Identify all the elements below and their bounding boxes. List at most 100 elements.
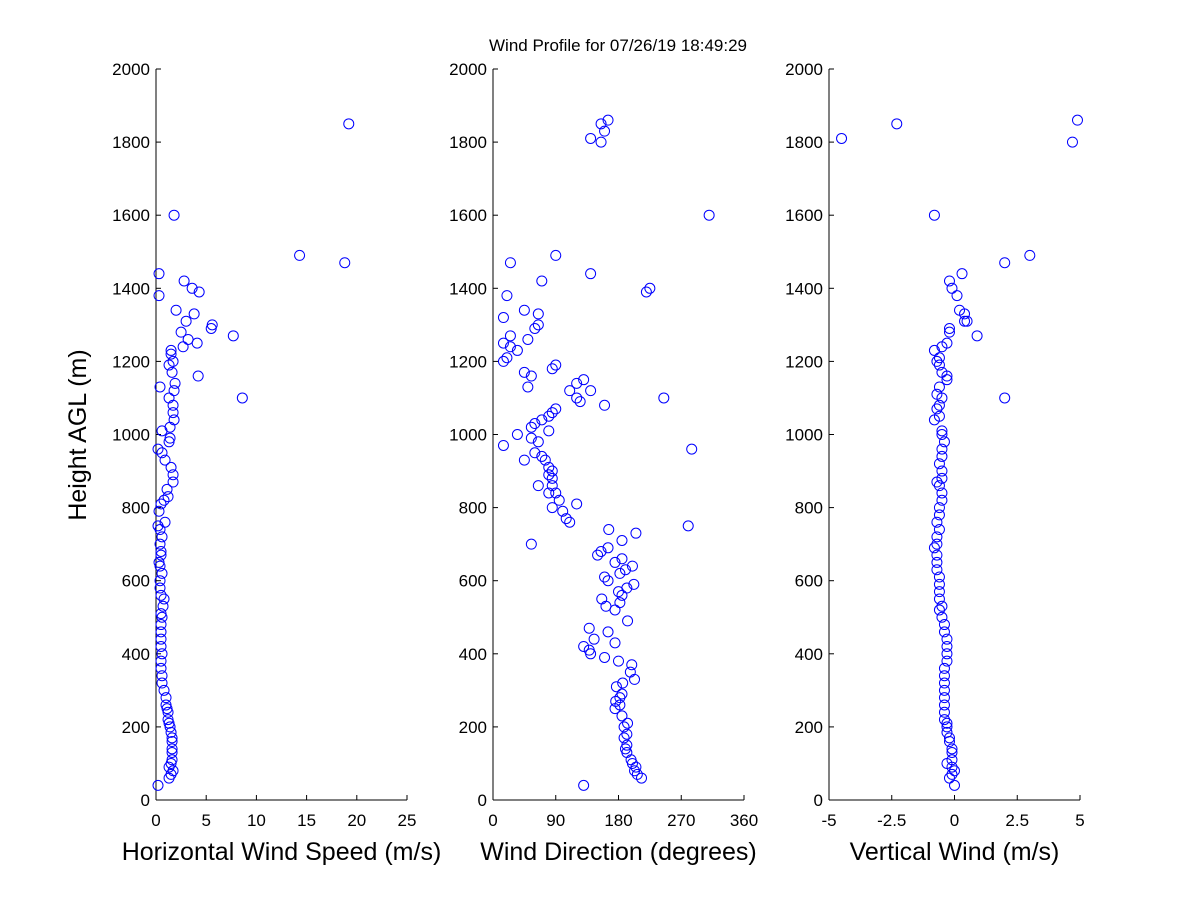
vertical-y-tick-label: 400 bbox=[795, 645, 823, 664]
vertical-data-point bbox=[946, 743, 958, 755]
direction-x-axis-label: Wind Direction (degrees) bbox=[480, 838, 757, 866]
direction-data-point bbox=[574, 396, 586, 408]
vertical-data-point bbox=[933, 604, 945, 616]
speed-data-point bbox=[168, 385, 180, 397]
direction-data-point bbox=[621, 739, 633, 751]
speed-data-point bbox=[155, 655, 167, 667]
direction-data-point bbox=[501, 290, 513, 302]
vertical-wind-panel: 0 200 400 600 800 1000 1200 1400 1600 1800 2000 -5 -… bbox=[785, 60, 1085, 866]
vertical-y-tick-label: 0 bbox=[814, 791, 823, 810]
speed-data-point bbox=[167, 407, 179, 419]
speed-data-point bbox=[152, 520, 164, 532]
vertical-data-point bbox=[938, 662, 950, 674]
speed-data-point bbox=[167, 469, 179, 481]
vertical-y-tick-label: 1800 bbox=[785, 133, 823, 152]
speed-data-point bbox=[294, 249, 306, 261]
direction-data-point bbox=[529, 418, 541, 430]
direction-data-point bbox=[504, 341, 516, 353]
direction-data-point bbox=[631, 768, 643, 780]
vertical-x-tick-label: 5 bbox=[1075, 811, 1084, 830]
direction-data-point bbox=[522, 333, 534, 345]
direction-data-point bbox=[621, 728, 633, 740]
speed-x-axis-label: Horizontal Wind Speed (m/s) bbox=[122, 838, 442, 866]
speed-data-point bbox=[170, 304, 182, 316]
direction-data-point bbox=[596, 593, 608, 605]
speed-data-point bbox=[206, 319, 218, 331]
direction-data-point bbox=[599, 399, 611, 411]
direction-data-point bbox=[658, 392, 670, 404]
direction-data-point bbox=[525, 421, 537, 433]
vertical-y-tick-label: 600 bbox=[795, 572, 823, 591]
vertical-data-point bbox=[928, 209, 940, 221]
direction-data-point bbox=[618, 721, 630, 733]
speed-x-tick-label: 10 bbox=[247, 811, 266, 830]
direction-panel: 0 200 400 600 800 1000 1200 1400 1600 1800 2000 0 90… bbox=[449, 60, 758, 866]
direction-data-point bbox=[621, 582, 633, 594]
direction-y-tick-label: 1600 bbox=[449, 206, 487, 225]
direction-data-point bbox=[529, 447, 541, 459]
speed-data-point bbox=[156, 531, 168, 543]
direction-data-point bbox=[543, 487, 555, 499]
vertical-data-point bbox=[941, 655, 953, 667]
direction-data-point bbox=[504, 330, 516, 342]
speed-data-point bbox=[188, 308, 200, 320]
vertical-y-tick-label: 1200 bbox=[785, 352, 823, 371]
speed-data-point bbox=[155, 626, 167, 638]
vertical-data-point bbox=[938, 677, 950, 689]
speed-data-point bbox=[159, 516, 171, 528]
direction-data-point bbox=[622, 717, 634, 729]
vertical-data-point bbox=[971, 330, 983, 342]
direction-x-tick-label: 90 bbox=[546, 811, 565, 830]
vertical-data-point bbox=[938, 684, 950, 696]
direction-data-point bbox=[602, 542, 614, 554]
direction-data-point bbox=[543, 461, 555, 473]
direction-data-point bbox=[578, 779, 590, 791]
vertical-data-point bbox=[931, 531, 943, 543]
vertical-data-point bbox=[999, 257, 1011, 269]
speed-data-point bbox=[166, 746, 178, 758]
speed-data-point bbox=[156, 567, 168, 579]
vertical-data-point bbox=[936, 450, 948, 462]
direction-data-point bbox=[525, 538, 537, 550]
speed-y-tick-label: 600 bbox=[122, 572, 150, 591]
speed-y-tick-label: 200 bbox=[122, 718, 150, 737]
vertical-y-tick-label: 200 bbox=[795, 718, 823, 737]
vertical-data-point bbox=[961, 315, 973, 327]
speed-data-point bbox=[163, 359, 175, 371]
speed-data-point bbox=[153, 505, 165, 517]
direction-data-point bbox=[614, 567, 626, 579]
direction-data-point bbox=[622, 615, 634, 627]
direction-data-point bbox=[497, 355, 509, 367]
direction-data-point bbox=[583, 622, 595, 634]
direction-data-point bbox=[543, 425, 555, 437]
direction-data-point bbox=[592, 549, 604, 561]
direction-data-point bbox=[599, 125, 611, 137]
vertical-data-point bbox=[928, 542, 940, 554]
vertical-data-point bbox=[938, 714, 950, 726]
speed-data-point bbox=[160, 699, 172, 711]
direction-data-point bbox=[644, 282, 656, 294]
speed-data-point bbox=[155, 662, 167, 674]
speed-data-point bbox=[152, 779, 164, 791]
direction-data-point bbox=[536, 450, 548, 462]
vertical-data-point bbox=[936, 611, 948, 623]
speed-data-point bbox=[156, 677, 168, 689]
vertical-data-point bbox=[933, 524, 945, 536]
direction-data-point bbox=[619, 564, 631, 576]
direction-data-point bbox=[571, 377, 583, 389]
vertical-data-point bbox=[936, 494, 948, 506]
vertical-data-point bbox=[938, 436, 950, 448]
direction-data-point bbox=[546, 472, 558, 484]
vertical-y-tick-label: 1000 bbox=[785, 426, 823, 445]
direction-data-point bbox=[682, 520, 694, 532]
vertical-data-point bbox=[1066, 136, 1078, 148]
speed-data-point bbox=[162, 714, 174, 726]
direction-data-point bbox=[532, 319, 544, 331]
direction-data-point bbox=[546, 465, 558, 477]
direction-data-point bbox=[602, 626, 614, 638]
vertical-data-point bbox=[933, 410, 945, 422]
direction-data-point bbox=[595, 136, 607, 148]
speed-data-point bbox=[154, 381, 166, 393]
